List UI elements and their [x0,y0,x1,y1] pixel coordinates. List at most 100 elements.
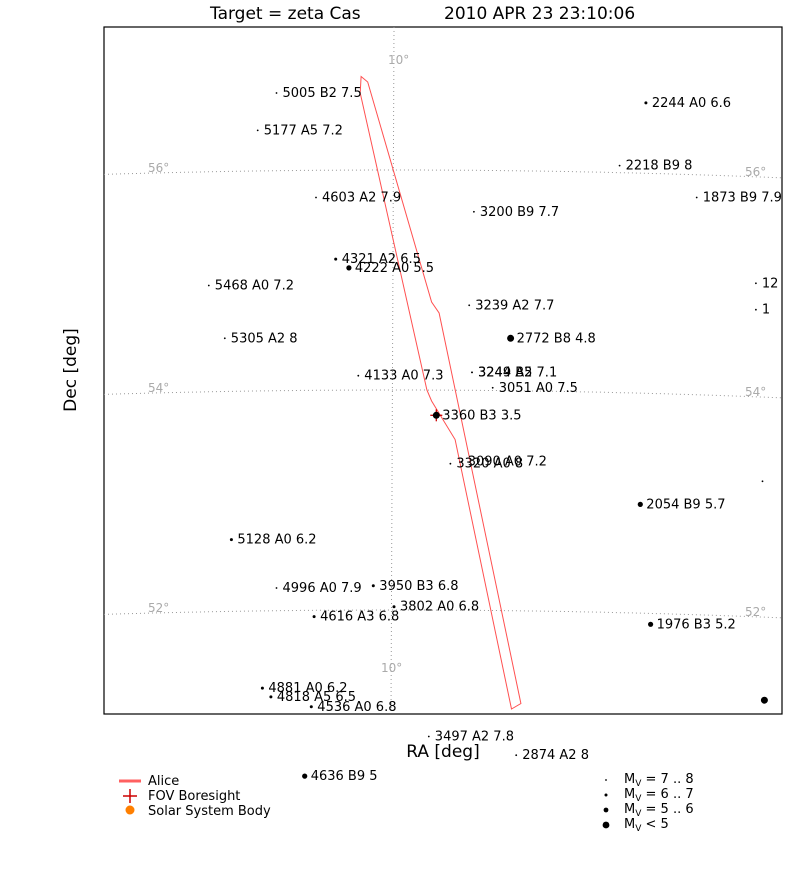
star-label: 3802 A0 6.8 [400,600,479,615]
star-label: 3200 B9 7.7 [480,205,559,220]
legend: Alice FOV Boresight Solar System Body [119,774,271,819]
star-marker [471,371,473,374]
star-label: 4222 A0 5.5 [355,261,434,276]
star-label: 3239 A2 7.7 [475,298,554,313]
mag-bin-5-6-icon [603,807,609,813]
y-axis-label: Dec [deg] [61,328,81,412]
star-marker [223,337,226,340]
star-marker [207,284,210,287]
star-label: 1976 B3 5.2 [657,617,736,632]
star-marker [275,92,278,94]
mag-bin-6-7-icon [604,793,608,797]
ra-grid-label: 10° [388,53,409,67]
mag-bin-lt-5-label: MV < 5 [624,817,669,834]
star-label: 4881 A0 6.2 [268,681,347,696]
star-label: 3497 A2 7.8 [435,730,514,745]
star-marker [427,735,430,738]
star-label: 4536 A0 6.8 [317,700,396,715]
star-marker [312,615,316,619]
dec-grid-line [103,389,783,399]
star-label: 5005 B2 7.5 [283,86,362,101]
star-marker [269,695,273,699]
star-label: 3090 A0 7.2 [468,455,547,470]
dec-grid-label: 56° [745,165,766,179]
star-label: 5177 A5 7.2 [264,123,343,138]
star-marker [468,304,471,307]
dec-grid-label: 54° [148,381,169,395]
magnitude-legend: MV = 7 .. 8 MV = 6 .. 7 MV = 5 .. 6 MV <… [602,772,694,834]
star-marker [755,282,757,285]
star-marker [432,411,440,419]
star-label: 5305 A2 8 [231,331,298,346]
star-label: 2218 B9 8 [626,159,693,174]
star-marker [346,265,352,271]
star-label: 3051 A0 7.5 [499,381,578,396]
ra-grid-label: 10° [381,661,402,675]
star-marker [392,605,396,609]
star-label: 2874 A2 8 [522,748,589,763]
star-marker [648,621,654,627]
star-marker [637,501,643,507]
mag-bin-7-8-label: MV = 7 .. 8 [624,772,694,789]
star-marker [460,460,463,463]
legend-alice-label: Alice [148,774,179,789]
dec-grid-label: 56° [148,161,169,175]
star-marker [761,480,764,483]
legend-solar-body-icon [125,805,135,815]
star-marker [507,334,515,342]
star-label: 4818 A5 6.5 [277,690,356,705]
star-label: 4321 A2 6.5 [342,252,421,267]
star-label: 5128 A0 6.2 [237,533,316,548]
dec-grid-label: 54° [745,385,766,399]
star-marker [491,386,494,389]
star-label: 4996 A0 7.9 [283,581,362,596]
star-marker [334,257,338,261]
grid-labels: 56° 56° 54° 54° 52° 52° 10° 10° [148,53,766,675]
star-marker [449,462,452,465]
x-axis-label: RA [deg] [406,742,479,762]
mag-bin-lt-5-icon [602,821,610,829]
star-label: 3244 A2 [478,365,532,380]
star-marker [760,696,768,704]
star-label: 1 [762,303,770,318]
star-marker [755,308,757,311]
star-label: 3249 B5 7.1 [478,365,557,380]
star-marker [515,754,518,757]
star-marker [275,587,278,589]
star-marker [357,374,360,377]
star-label: 5468 A0 7.2 [215,279,294,294]
star-label: 4603 A2 7.9 [322,191,401,206]
star-marker [302,773,308,779]
star-marker [256,129,259,132]
star-label: 1873 B9 7.9 [703,191,782,206]
star-marker [229,538,233,542]
star-marker [695,196,698,199]
chart-title: Target = zeta Cas [209,4,361,24]
dec-grid-label: 52° [745,605,766,619]
legend-boresight-icon [123,789,137,803]
star-marker [644,101,648,105]
legend-solar-body-label: Solar System Body [148,804,271,819]
star-marker [315,196,317,199]
star-label: 2772 B8 4.8 [517,331,596,346]
star-marker [473,210,475,213]
star-marker [309,705,313,709]
star-label: 2054 B9 5.7 [646,497,725,512]
star-label: 4636 B9 5 [311,769,378,784]
star-label: 3320 A0 8 [456,457,523,472]
star-label: 4133 A0 7.3 [364,369,443,384]
stars-layer: 5005 B2 7.5 5177 A5 7.2 2244 A0 6.6 2218 B9… [207,86,782,784]
plot-frame [103,26,783,715]
star-label: 3360 B3 3.5 [442,408,521,423]
alice-slit-outline [359,75,522,710]
star-marker [260,686,264,690]
dec-grid-label: 52° [148,601,169,615]
star-marker [371,584,375,588]
star-label: 4616 A3 6.8 [320,610,399,625]
legend-boresight-label: FOV Boresight [148,789,240,804]
star-marker [618,164,621,167]
mag-bin-5-6-label: MV = 5 .. 6 [624,802,694,819]
chart-timestamp: 2010 APR 23 23:10:06 [444,4,635,24]
star-label: 12 [762,276,779,291]
